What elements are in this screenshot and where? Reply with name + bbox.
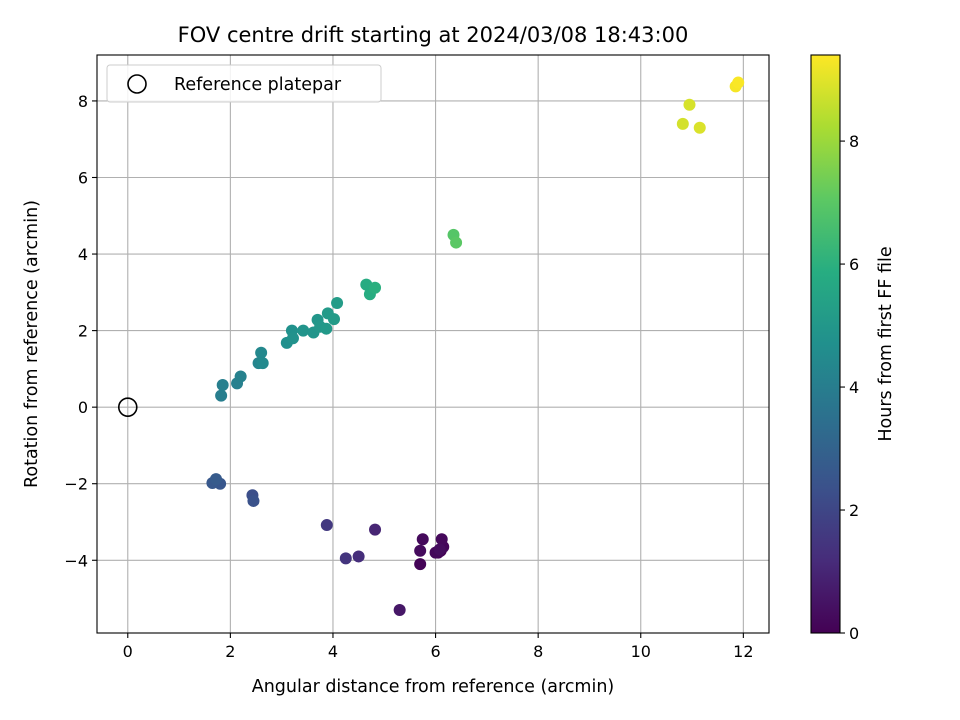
data-point: [676, 117, 689, 130]
colorbar-tick-label: 2: [849, 501, 859, 520]
reference-platepar-marker: [117, 397, 138, 417]
data-point: [247, 494, 260, 507]
colorbar-gradient: [810, 54, 841, 634]
data-point: [327, 313, 340, 326]
data-point: [216, 378, 229, 391]
data-point: [369, 523, 382, 536]
data-point: [433, 543, 446, 556]
y-tick-label: 6: [78, 168, 88, 187]
legend-entry-reference: Reference platepar: [174, 75, 342, 95]
data-point: [450, 236, 463, 249]
data-point: [320, 519, 333, 532]
x-tick-label: 10: [631, 642, 651, 661]
y-tick-label: −4: [64, 551, 88, 570]
x-tick-label: 6: [430, 642, 440, 661]
data-point: [255, 346, 268, 359]
data-point: [297, 324, 310, 337]
y-tick-label: 8: [78, 92, 88, 111]
x-tick-label: 12: [733, 642, 753, 661]
x-tick-label: 2: [225, 642, 235, 661]
x-tick-label: 0: [123, 642, 133, 661]
chart-title: FOV centre drift starting at 2024/03/08 …: [178, 23, 689, 47]
colorbar-tick-label: 8: [849, 132, 859, 151]
data-point: [234, 370, 247, 383]
data-point: [339, 552, 352, 565]
colorbar: 0 2 4 6 8 Hours from first FF file: [810, 54, 896, 643]
colorbar-label: Hours from first FF file: [876, 246, 896, 441]
y-tick-label: 4: [78, 245, 88, 264]
colorbar-tick-label: 6: [849, 255, 859, 274]
legend: Reference platepar: [106, 64, 382, 103]
data-point: [435, 533, 448, 546]
data-point: [210, 473, 223, 486]
data-points: [206, 76, 745, 617]
data-point: [352, 550, 365, 563]
y-tick-label: 0: [78, 398, 88, 417]
x-axis-ticks: 0 2 4 6 8 10 12: [123, 633, 754, 661]
x-axis-label: Angular distance from reference (arcmin): [252, 677, 615, 697]
data-point: [393, 604, 406, 617]
data-point: [286, 332, 299, 345]
colorbar-ticks: 0 2 4 6 8: [840, 132, 859, 643]
colorbar-tick-label: 4: [849, 378, 859, 397]
data-point: [369, 281, 382, 294]
data-point: [693, 121, 706, 134]
x-tick-label: 8: [533, 642, 543, 661]
data-point: [683, 98, 696, 111]
data-point: [414, 544, 427, 557]
legend-reference-marker: [127, 74, 147, 94]
legend-box: [106, 64, 382, 103]
data-point: [331, 297, 344, 310]
x-tick-label: 4: [328, 642, 338, 661]
y-axis-ticks: −4 −2 0 2 4 6 8: [64, 92, 97, 570]
data-point: [414, 558, 427, 571]
plot-frame: [96, 54, 770, 634]
colorbar-tick-label: 0: [849, 624, 859, 643]
y-tick-label: 2: [78, 322, 88, 341]
y-axis-label: Rotation from reference (arcmin): [22, 200, 42, 488]
data-point: [732, 76, 745, 89]
data-point: [256, 357, 269, 370]
data-point: [416, 533, 429, 546]
data-point: [215, 389, 228, 402]
data-point: [320, 322, 333, 335]
y-tick-label: −2: [64, 475, 88, 494]
